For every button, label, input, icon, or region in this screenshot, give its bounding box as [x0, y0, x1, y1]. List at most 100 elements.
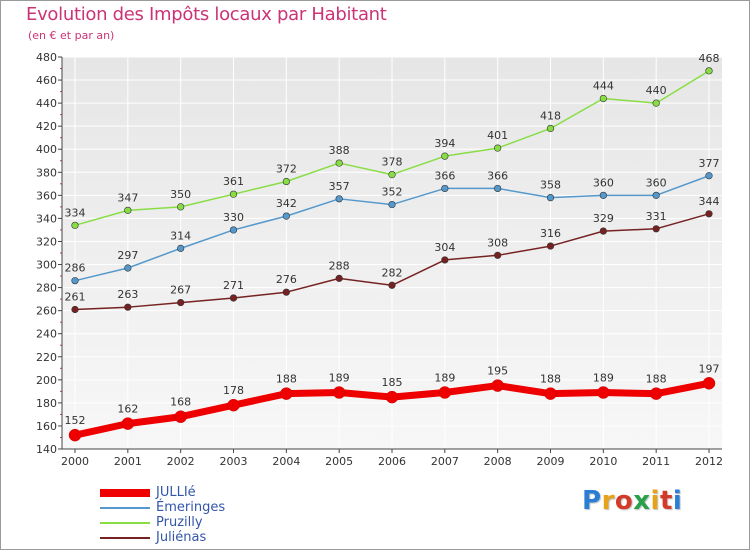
- data-point: [71, 277, 79, 285]
- data-label: 304: [434, 241, 455, 254]
- data-label: 188: [646, 373, 667, 386]
- data-label: 267: [170, 284, 191, 297]
- y-tick-label: 420: [36, 120, 57, 133]
- chart-subtitle: (en € et par an): [28, 29, 115, 42]
- data-label: 360: [646, 176, 667, 189]
- data-point: [441, 184, 449, 193]
- data-point: [441, 152, 449, 160]
- y-tick-label: 200: [36, 374, 57, 387]
- data-point: [599, 94, 607, 103]
- data-label: 185: [382, 376, 403, 389]
- data-point: [124, 303, 132, 311]
- x-tick-label: 2001: [114, 455, 142, 468]
- y-tick-label: 240: [36, 328, 57, 341]
- data-label: 195: [487, 365, 508, 378]
- data-label: 330: [223, 211, 244, 224]
- data-label: 360: [593, 176, 614, 189]
- data-label: 286: [65, 262, 86, 275]
- data-point: [652, 225, 660, 233]
- data-point: [71, 305, 79, 314]
- data-label: 388: [329, 144, 350, 157]
- legend-swatch: [100, 507, 150, 509]
- legend-item: JULLIé: [100, 485, 300, 500]
- x-tick-label: 2009: [537, 455, 565, 468]
- data-point: [282, 212, 290, 220]
- data-point: [491, 379, 504, 392]
- data-point: [280, 387, 293, 400]
- data-label: 372: [276, 163, 297, 176]
- y-tick-label: 480: [36, 51, 57, 64]
- data-point: [705, 172, 713, 180]
- data-point: [652, 191, 660, 199]
- data-label: 361: [223, 175, 244, 188]
- data-point: [702, 377, 716, 390]
- data-point: [121, 417, 135, 430]
- x-tick-label: 2002: [167, 455, 195, 468]
- proxiti-logo: Proxiti: [582, 486, 683, 516]
- data-point: [494, 251, 502, 259]
- x-tick-label: 2010: [589, 455, 617, 468]
- data-point: [388, 200, 396, 209]
- data-label: 261: [65, 290, 86, 303]
- data-point: [229, 190, 238, 198]
- y-tick-label: 440: [36, 97, 57, 110]
- data-label: 316: [540, 227, 561, 240]
- data-label: 378: [382, 156, 403, 169]
- legend-item: Émeringes: [100, 500, 300, 515]
- x-tick-label: 2005: [325, 455, 353, 468]
- data-label: 188: [276, 373, 297, 386]
- data-label: 342: [276, 197, 297, 210]
- data-point: [332, 386, 346, 399]
- data-point: [229, 294, 238, 302]
- data-label: 271: [223, 279, 244, 292]
- data-point: [546, 242, 555, 250]
- data-label: 188: [540, 373, 561, 386]
- data-point: [124, 206, 132, 214]
- data-label: 366: [487, 169, 508, 182]
- legend-item: Juliénas: [100, 530, 300, 545]
- y-tick-label: 140: [36, 443, 57, 456]
- data-point: [68, 428, 82, 442]
- data-label: 350: [170, 188, 191, 201]
- data-label: 366: [434, 169, 455, 182]
- data-point: [649, 387, 663, 400]
- x-tick-label: 2011: [642, 455, 670, 468]
- data-point: [544, 387, 557, 400]
- data-label: 401: [487, 129, 508, 142]
- data-label: 263: [117, 288, 138, 301]
- data-point: [494, 144, 502, 152]
- chart-title: Evolution des Impôts locaux par Habitant: [26, 4, 387, 25]
- data-label: 197: [699, 362, 720, 375]
- data-point: [282, 177, 290, 186]
- data-point: [385, 390, 399, 404]
- legend-swatch: [100, 489, 150, 497]
- data-point: [282, 288, 290, 296]
- legend-label: Juliénas: [156, 530, 207, 545]
- data-point: [335, 159, 343, 167]
- data-point: [546, 194, 555, 202]
- data-label: 468: [699, 52, 720, 65]
- data-label: 377: [699, 157, 720, 170]
- x-tick-label: 2006: [378, 455, 406, 468]
- data-point: [652, 99, 660, 107]
- data-point: [546, 124, 555, 133]
- y-tick-label: 180: [36, 397, 57, 410]
- data-point: [124, 264, 132, 272]
- data-label: 418: [540, 109, 561, 122]
- data-label: 189: [593, 372, 614, 385]
- data-label: 329: [593, 212, 614, 225]
- data-point: [229, 226, 238, 234]
- data-point: [227, 398, 240, 412]
- data-point: [597, 386, 610, 399]
- x-tick-label: 2000: [61, 455, 89, 468]
- y-tick-label: 260: [36, 305, 57, 318]
- data-point: [494, 184, 502, 193]
- y-tick-label: 280: [36, 282, 57, 295]
- data-label: 282: [382, 266, 403, 279]
- y-tick-label: 400: [36, 143, 57, 156]
- legend-label: Pruzilly: [156, 515, 203, 530]
- data-point: [705, 67, 713, 75]
- x-tick-label: 2004: [272, 455, 300, 468]
- data-point: [177, 298, 185, 307]
- data-label: 334: [65, 206, 86, 219]
